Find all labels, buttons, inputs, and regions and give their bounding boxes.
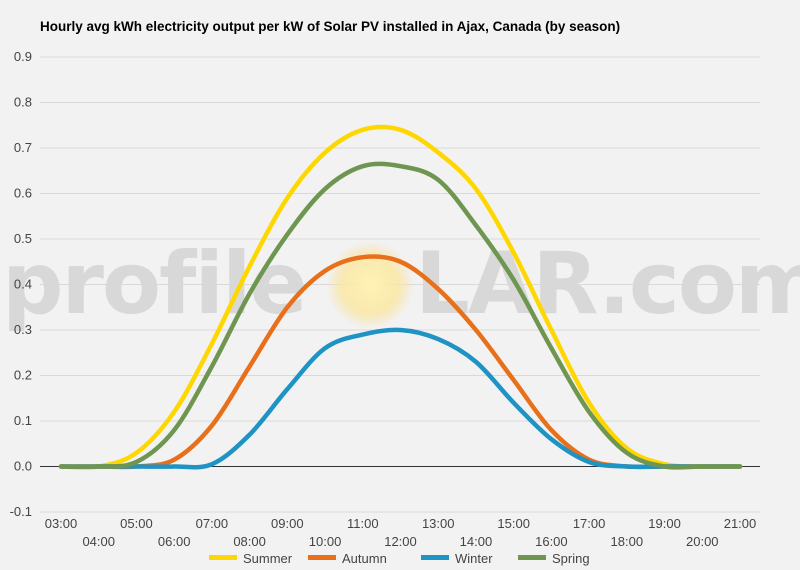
legend-label: Winter (455, 551, 493, 566)
watermark-right-text: LAR.com (415, 234, 800, 334)
series-line-summer (58, 124, 743, 470)
y-tick-label: 0.5 (14, 231, 32, 246)
y-tick-label: 0.1 (14, 413, 32, 428)
series-lines (58, 124, 743, 470)
x-tick-label: 07:00 (196, 516, 229, 531)
series-line-winter (58, 327, 743, 470)
x-tick-label: 09:00 (271, 516, 304, 531)
x-tick-label: 21:00 (724, 516, 757, 531)
x-tick-label: 04:00 (82, 534, 115, 549)
watermark-sun-icon (326, 241, 414, 329)
y-tick-label: 0.3 (14, 322, 32, 337)
x-tick-label: 11:00 (347, 516, 379, 531)
legend-swatch (518, 555, 546, 560)
chart-title: Hourly avg kWh electricity output per kW… (40, 19, 621, 34)
legend-swatch (308, 555, 336, 560)
y-tick-label: 0.8 (14, 95, 32, 110)
legend: Summer Autumn Winter Spring (209, 551, 590, 566)
y-tick-label: 0.9 (14, 49, 32, 64)
x-tick-label: 03:00 (45, 516, 78, 531)
x-tick-label: 06:00 (158, 534, 191, 549)
watermark: profile S LAR.com (2, 234, 800, 334)
y-axis-labels: -0.1 0.0 0.1 0.2 0.3 0.4 0.5 0.6 0.7 0.8 0.9 (10, 49, 32, 519)
x-tick-label: 05:00 (120, 516, 153, 531)
x-axis-labels: 03:00 04:00 05:00 06:00 07:00 08:00 09:00 10:00… (45, 516, 757, 549)
legend-swatch (421, 555, 449, 560)
gridlines (40, 56, 760, 513)
x-tick-label: 17:00 (573, 516, 606, 531)
x-tick-label: 10:00 (309, 534, 342, 549)
x-tick-label: 08:00 (233, 534, 266, 549)
legend-item-spring[interactable]: Spring (518, 551, 590, 566)
legend-item-winter[interactable]: Winter (421, 551, 493, 566)
x-tick-label: 14:00 (460, 534, 493, 549)
watermark-sun-letter: S (318, 234, 378, 334)
series-line-spring (58, 161, 743, 470)
y-tick-label: 0.4 (14, 277, 32, 292)
x-tick-label: 13:00 (422, 516, 455, 531)
x-tick-label: 12:00 (384, 534, 417, 549)
y-tick-label: 0.0 (14, 459, 32, 474)
y-tick-label: 0.2 (14, 368, 32, 383)
legend-item-summer[interactable]: Summer (209, 551, 293, 566)
legend-label: Summer (243, 551, 293, 566)
y-tick-label: -0.1 (10, 504, 32, 519)
legend-label: Autumn (342, 551, 387, 566)
x-tick-label: 15:00 (497, 516, 530, 531)
legend-swatch (209, 555, 237, 560)
y-tick-label: 0.6 (14, 186, 32, 201)
x-tick-label: 19:00 (648, 516, 681, 531)
legend-item-autumn[interactable]: Autumn (308, 551, 387, 566)
x-tick-label: 18:00 (611, 534, 644, 549)
x-tick-label: 20:00 (686, 534, 719, 549)
x-tick-label: 16:00 (535, 534, 568, 549)
y-tick-label: 0.7 (14, 140, 32, 155)
legend-label: Spring (552, 551, 590, 566)
